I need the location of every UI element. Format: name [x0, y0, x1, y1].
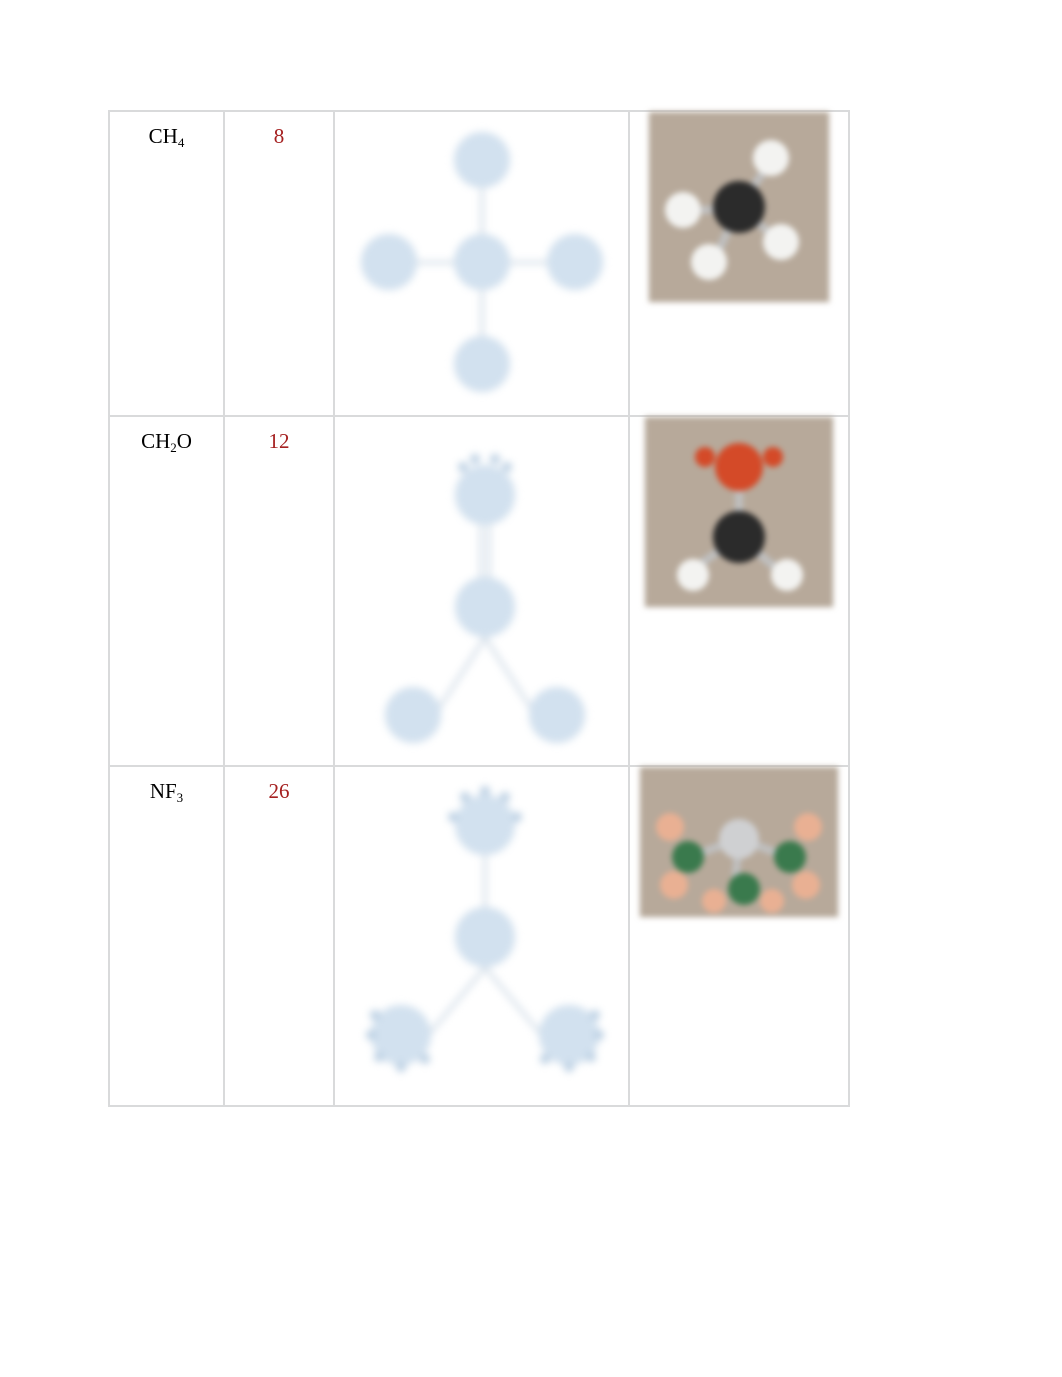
- lewis-lone-pair: [502, 462, 512, 472]
- model-ball: [656, 813, 684, 841]
- formula-subscript: 4: [178, 135, 185, 150]
- molecule-formula: NF3: [110, 767, 223, 804]
- lewis-bond: [435, 636, 487, 713]
- formula-part: CH: [149, 124, 178, 148]
- lewis-atom: [385, 687, 441, 743]
- lewis-lone-pair: [480, 786, 490, 796]
- model-photo: [640, 767, 838, 917]
- lewis-bond: [426, 966, 486, 1037]
- lewis-atom: [455, 465, 515, 525]
- valence-electrons: 26: [225, 767, 333, 804]
- lewis-atom: [454, 132, 510, 188]
- model-ball: [702, 889, 726, 913]
- lewis-lone-pair: [370, 1010, 380, 1020]
- model-ball: [677, 559, 709, 591]
- model-ball: [763, 447, 783, 467]
- page: CH48CH2O12NF326: [0, 0, 1062, 1377]
- photo-cell: [629, 111, 849, 416]
- formula-subscript: 2: [170, 440, 177, 455]
- lewis-lone-pair: [586, 1052, 596, 1062]
- model-ball: [665, 192, 701, 228]
- model-ball: [794, 813, 822, 841]
- lewis-atom: [529, 687, 585, 743]
- lewis-bond: [484, 636, 536, 713]
- lewis-lone-pair: [448, 812, 458, 822]
- model-ball: [760, 889, 784, 913]
- formula-subscript: 3: [177, 790, 184, 805]
- lewis-lone-pair: [396, 1062, 406, 1072]
- model-photo: [645, 417, 833, 607]
- formula-part: NF: [150, 779, 177, 803]
- lewis-lone-pair: [460, 792, 470, 802]
- table-row: CH2O12: [109, 416, 849, 766]
- model-photo-wrap: [630, 417, 848, 607]
- model-ball: [695, 447, 715, 467]
- lewis-lone-pair: [500, 792, 510, 802]
- model-ball: [774, 841, 806, 873]
- lewis-bond: [484, 966, 544, 1037]
- lewis-atom: [455, 907, 515, 967]
- formula-part: CH: [141, 429, 170, 453]
- model-ball: [792, 871, 820, 899]
- model-photo-wrap: [630, 112, 848, 302]
- table-row: CH48: [109, 111, 849, 416]
- lewis-cell: [334, 416, 629, 766]
- lewis-lone-pair: [366, 1030, 376, 1040]
- electrons-cell: 12: [224, 416, 334, 766]
- lewis-lone-pair: [564, 1062, 574, 1072]
- electrons-cell: 8: [224, 111, 334, 416]
- lewis-lone-pair: [590, 1010, 600, 1020]
- lewis-atom: [361, 234, 417, 290]
- molecule-table-body: CH48CH2O12NF326: [109, 111, 849, 1106]
- formula-cell: CH4: [109, 111, 224, 416]
- lewis-atom: [455, 577, 515, 637]
- lewis-bond: [417, 261, 454, 264]
- molecule-table: CH48CH2O12NF326: [108, 110, 850, 1107]
- formula-cell: CH2O: [109, 416, 224, 766]
- lewis-bond: [488, 525, 491, 579]
- model-photo-wrap: [630, 767, 848, 917]
- photo-cell: [629, 416, 849, 766]
- model-ball: [753, 140, 789, 176]
- lewis-lone-pair: [540, 1054, 550, 1064]
- model-ball: [660, 871, 688, 899]
- model-photo: [649, 112, 829, 302]
- formula-part: O: [177, 429, 192, 453]
- lewis-bond: [481, 290, 484, 336]
- model-ball: [715, 443, 763, 491]
- model-ball: [713, 181, 765, 233]
- lewis-bond: [484, 855, 487, 907]
- lewis-atom: [454, 234, 510, 290]
- molecule-formula: CH2O: [110, 417, 223, 454]
- electrons-cell: 26: [224, 766, 334, 1106]
- lewis-lone-pair: [420, 1054, 430, 1064]
- model-ball: [728, 873, 760, 905]
- model-ball: [763, 224, 799, 260]
- valence-electrons: 12: [225, 417, 333, 454]
- lewis-lone-pair: [374, 1052, 384, 1062]
- photo-cell: [629, 766, 849, 1106]
- formula-cell: NF3: [109, 766, 224, 1106]
- model-ball: [713, 511, 765, 563]
- model-ball: [719, 819, 759, 859]
- model-ball: [691, 244, 727, 280]
- lewis-lone-pair: [594, 1030, 604, 1040]
- lewis-lone-pair: [470, 454, 480, 464]
- lewis-lone-pair: [512, 812, 522, 822]
- lewis-atom: [455, 795, 515, 855]
- lewis-lone-pair: [490, 454, 500, 464]
- model-ball: [672, 841, 704, 873]
- model-ball: [771, 559, 803, 591]
- lewis-bond: [510, 261, 547, 264]
- lewis-bond: [480, 525, 483, 579]
- lewis-atom: [547, 234, 603, 290]
- lewis-bond: [481, 188, 484, 234]
- lewis-atom: [454, 336, 510, 392]
- lewis-lone-pair: [458, 462, 468, 472]
- valence-electrons: 8: [225, 112, 333, 149]
- table-row: NF326: [109, 766, 849, 1106]
- lewis-cell: [334, 111, 629, 416]
- molecule-formula: CH4: [110, 112, 223, 149]
- lewis-cell: [334, 766, 629, 1106]
